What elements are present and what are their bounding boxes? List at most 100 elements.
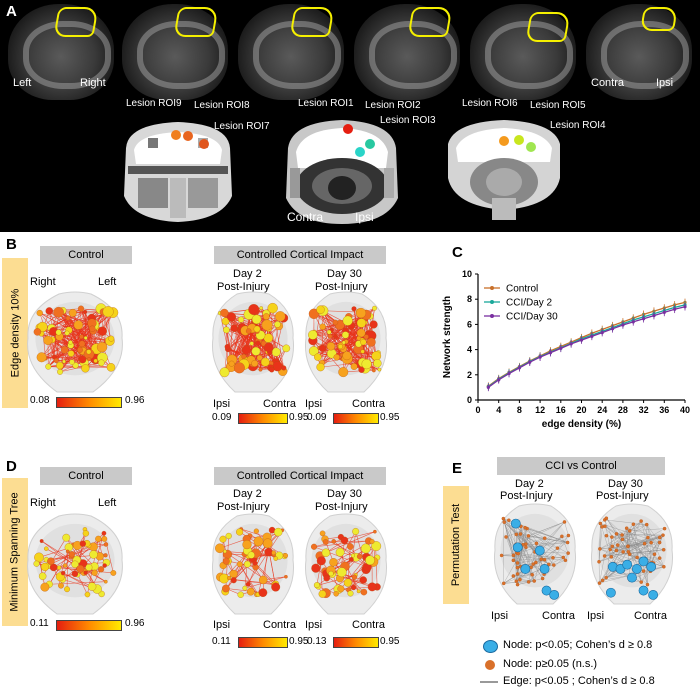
panel-d-control-header: Control xyxy=(40,467,132,485)
network-node xyxy=(342,315,353,326)
x-tick-label: 12 xyxy=(535,405,545,415)
network-node xyxy=(262,313,270,320)
legend-marker xyxy=(490,314,494,318)
network-node xyxy=(264,342,274,353)
data-point xyxy=(548,351,553,355)
network-node xyxy=(539,557,544,562)
ns-node-legend-icon xyxy=(485,660,495,670)
network-node xyxy=(318,590,327,598)
network-node xyxy=(355,307,367,319)
colorbar-b1 xyxy=(56,397,122,408)
data-point xyxy=(652,313,656,318)
network-node xyxy=(331,539,336,544)
panel-e-contra2: Contra xyxy=(634,610,668,622)
brain-permutation-day2 xyxy=(493,503,577,605)
data-point xyxy=(600,330,604,335)
network-node xyxy=(101,536,108,542)
panel-d-left: Left xyxy=(98,497,117,509)
network-node xyxy=(360,349,365,354)
network-node xyxy=(242,540,252,550)
network-node xyxy=(356,328,366,338)
panel-c-letter: C xyxy=(452,244,463,261)
network-node xyxy=(319,323,326,330)
panel-b-control-header: Control xyxy=(40,246,132,264)
network-node xyxy=(332,319,339,326)
network-node xyxy=(661,533,665,537)
network-node xyxy=(36,309,43,317)
network-node xyxy=(609,555,614,559)
lesion-roi3-label: Lesion ROI3 xyxy=(380,115,436,126)
network-node xyxy=(502,520,506,524)
label-contra: Contra xyxy=(591,77,625,89)
data-point xyxy=(621,323,625,327)
colorbar-d3 xyxy=(333,637,379,648)
network-node xyxy=(367,582,377,592)
network-node xyxy=(236,561,243,568)
network-node xyxy=(363,334,369,340)
network-node xyxy=(313,582,320,588)
panel-e-side-label: Permutation Test xyxy=(450,503,462,587)
network-node xyxy=(62,359,66,364)
cb-b2-min: 0.09 xyxy=(212,412,232,423)
panel-e-day2: Day 2 xyxy=(515,478,544,490)
network-node xyxy=(501,516,506,521)
lesion-outline xyxy=(639,7,679,31)
network-node xyxy=(247,551,255,559)
panel-b-contra1: Contra xyxy=(263,398,297,410)
roi5-dot xyxy=(514,135,524,145)
network-node xyxy=(515,582,520,587)
network-node xyxy=(220,308,229,318)
network-node xyxy=(608,547,612,552)
x-tick-label: 40 xyxy=(680,405,690,415)
y-tick-label: 0 xyxy=(467,395,472,405)
network-node xyxy=(65,549,70,554)
network-node xyxy=(102,563,107,568)
panel-d-side-tag: Minimum Spanning Tree xyxy=(2,478,28,626)
data-point xyxy=(579,338,584,342)
network-node xyxy=(615,543,620,547)
network-node xyxy=(258,588,268,597)
network-node xyxy=(314,353,322,361)
network-node xyxy=(219,535,227,543)
cb-b3-max: 0.95 xyxy=(380,412,400,423)
network-node xyxy=(523,525,527,530)
network-node xyxy=(245,328,252,334)
network-node xyxy=(83,336,88,340)
network-node xyxy=(352,528,360,535)
network-node xyxy=(356,553,363,560)
data-point xyxy=(683,305,687,309)
x-tick-label: 8 xyxy=(517,405,522,415)
network-node xyxy=(228,360,235,367)
network-node xyxy=(62,533,71,542)
network-node xyxy=(662,565,666,569)
colorbar-b2 xyxy=(238,413,288,424)
network-node xyxy=(377,367,382,372)
network-node xyxy=(101,530,107,536)
mri-slice-2 xyxy=(122,4,228,100)
network-node xyxy=(603,524,607,528)
network-node xyxy=(631,522,636,526)
network-node xyxy=(356,335,362,341)
panel-d-contra2: Contra xyxy=(352,619,386,631)
cb-d1-max: 0.96 xyxy=(125,618,145,629)
network-node xyxy=(626,550,631,554)
lesion-outline xyxy=(53,7,99,37)
atlas-slice-3 xyxy=(448,120,560,220)
network-node xyxy=(68,551,76,558)
brain-network-b-day2 xyxy=(211,291,295,393)
lesion-outline xyxy=(407,7,453,37)
network-node xyxy=(319,530,326,537)
network-node xyxy=(530,572,534,577)
legend-edge: Edge: p<0.05 ; Cohen’s d ≥ 0.8 xyxy=(503,675,655,687)
panel-b-side-tag: Edge density 10% xyxy=(2,258,28,408)
network-node xyxy=(328,570,334,577)
network-node xyxy=(350,363,358,370)
network-node xyxy=(361,359,372,370)
network-node xyxy=(73,320,84,330)
network-node xyxy=(360,588,368,596)
network-node xyxy=(597,581,602,585)
network-node xyxy=(103,542,109,547)
lesion-roi9-label: Lesion ROI9 xyxy=(126,98,182,109)
network-node xyxy=(511,558,516,563)
network-node xyxy=(255,340,261,346)
